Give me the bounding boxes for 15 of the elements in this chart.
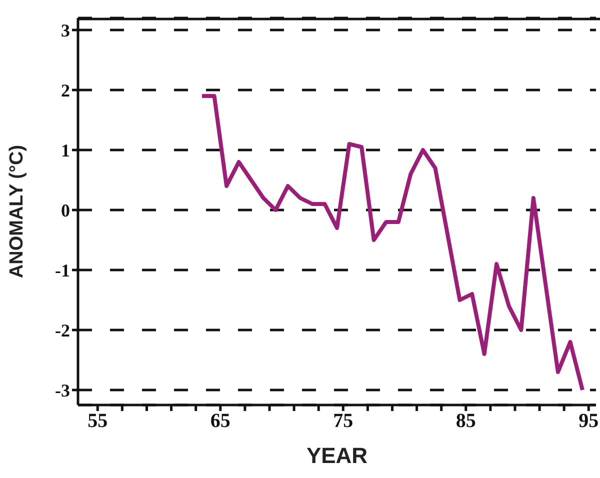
x-tick-label: 65 [210, 410, 230, 432]
line-series [200, 94, 584, 392]
x-tick-label: 95 [578, 410, 599, 432]
y-tick-label: 1 [61, 140, 70, 160]
x-tick-label: 75 [333, 410, 354, 432]
y-tick-label: 3 [61, 20, 70, 40]
x-axis-title: YEAR [306, 443, 368, 468]
y-tick-label: -2 [55, 320, 70, 340]
y-axis-title: ANOMALY (°C) [6, 144, 28, 278]
x-tick-label: 55 [88, 410, 108, 432]
x-tick-label: 85 [456, 410, 476, 432]
y-tick-label: -3 [55, 380, 70, 400]
y-tick-label: 2 [61, 80, 70, 100]
y-tick-label: -1 [55, 260, 70, 280]
y-tick-label: 0 [61, 200, 70, 220]
